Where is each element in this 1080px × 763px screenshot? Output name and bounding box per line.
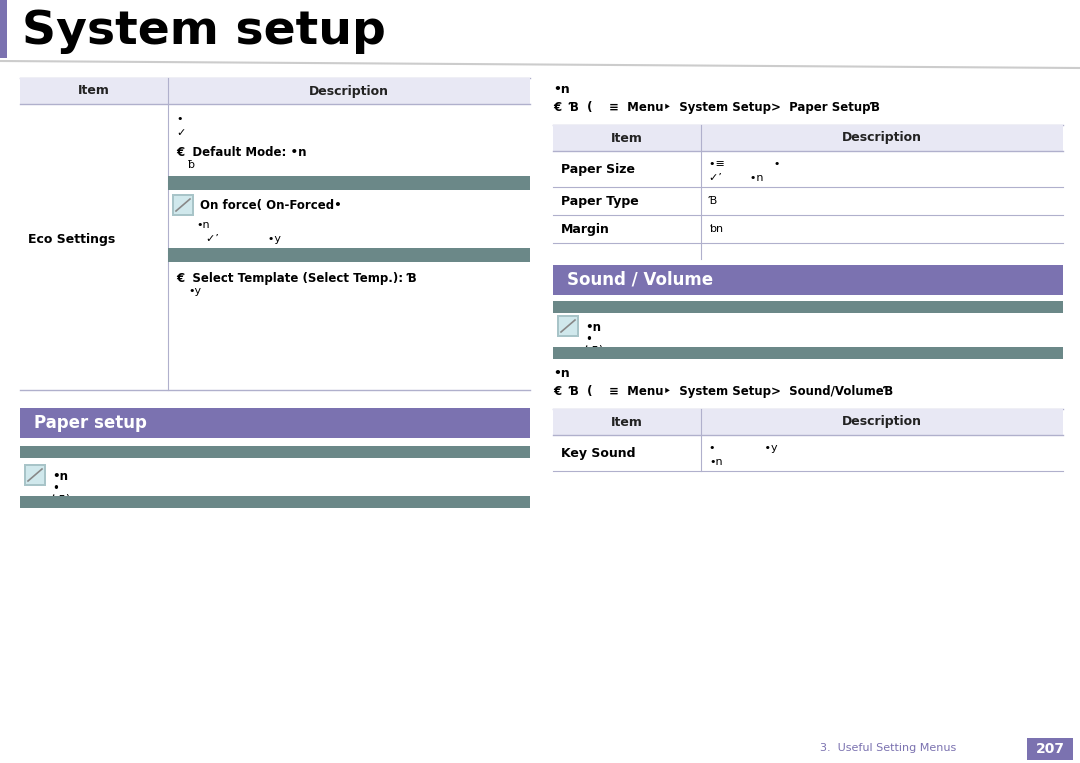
- Text: Paper Type: Paper Type: [561, 195, 638, 208]
- Bar: [21, 78, 530, 104]
- Text: €  Ɓ  (    ≡  Menu‣  System Setup>  Paper SetupƁ: € Ɓ ( ≡ Menu‣ System Setup> Paper SetupƁ: [553, 101, 880, 114]
- Bar: [21, 408, 530, 438]
- Text: ✓: ✓: [176, 128, 186, 138]
- Bar: [24, 464, 46, 486]
- Text: Key Sound: Key Sound: [561, 446, 635, 459]
- Bar: [26, 466, 44, 484]
- Text: •≡              •: •≡ •: [708, 159, 781, 169]
- Text: Description: Description: [842, 131, 922, 144]
- Text: •              •y: • •y: [708, 443, 778, 453]
- Text: ƀ: ƀ: [188, 160, 195, 170]
- Text: •n: •n: [553, 367, 570, 380]
- Bar: [559, 317, 577, 335]
- Bar: [1027, 738, 1074, 760]
- Text: •: •: [52, 482, 59, 495]
- Text: •n: •n: [708, 457, 723, 467]
- Bar: [21, 496, 530, 508]
- Text: •: •: [176, 114, 183, 124]
- Text: Eco Settings: Eco Settings: [28, 233, 116, 246]
- Text: Description: Description: [309, 85, 389, 98]
- Bar: [21, 446, 530, 458]
- Text: ƅ5): ƅ5): [585, 345, 605, 358]
- Text: €  Select Template (Select Temp.): Ɓ: € Select Template (Select Temp.): Ɓ: [176, 272, 417, 285]
- Bar: [553, 409, 1063, 435]
- Bar: [553, 347, 1063, 359]
- Bar: [553, 301, 1063, 313]
- Text: •n: •n: [52, 470, 68, 483]
- Text: System setup: System setup: [22, 8, 386, 53]
- Bar: [553, 125, 1063, 151]
- Text: Item: Item: [611, 416, 643, 429]
- Bar: [557, 315, 579, 337]
- Text: Sound / Volume: Sound / Volume: [567, 271, 713, 289]
- Text: On force( On-Forced•: On force( On-Forced•: [200, 198, 341, 211]
- Bar: [168, 176, 530, 190]
- Text: •n: •n: [195, 220, 210, 230]
- Text: ƅn: ƅn: [708, 224, 724, 234]
- Bar: [553, 265, 1063, 295]
- Text: •: •: [585, 333, 592, 346]
- Text: Margin: Margin: [561, 223, 610, 236]
- Text: Ɓ: Ɓ: [708, 196, 717, 206]
- Text: •n: •n: [553, 83, 570, 96]
- Bar: [0, 0, 6, 58]
- Text: 207: 207: [1036, 742, 1065, 756]
- Text: Description: Description: [842, 416, 922, 429]
- Text: Item: Item: [78, 85, 110, 98]
- Text: €  Default Mode: •n: € Default Mode: •n: [176, 146, 307, 159]
- Text: ƅ5): ƅ5): [52, 494, 71, 507]
- Text: Item: Item: [611, 131, 643, 144]
- Text: Paper setup: Paper setup: [33, 414, 147, 432]
- Bar: [174, 196, 192, 214]
- Text: Paper Size: Paper Size: [561, 163, 635, 175]
- Bar: [168, 248, 530, 262]
- Text: 3.  Useful Setting Menus: 3. Useful Setting Menus: [820, 743, 956, 753]
- Text: ✓’        •n: ✓’ •n: [708, 173, 764, 183]
- Bar: [172, 194, 194, 216]
- Text: •y: •y: [188, 286, 201, 296]
- Text: €  Ɓ  (    ≡  Menu‣  System Setup>  Sound/VolumeƁ: € Ɓ ( ≡ Menu‣ System Setup> Sound/Volume…: [553, 385, 893, 398]
- Text: •n: •n: [585, 321, 600, 334]
- Text: ✓’              •y: ✓’ •y: [206, 234, 281, 244]
